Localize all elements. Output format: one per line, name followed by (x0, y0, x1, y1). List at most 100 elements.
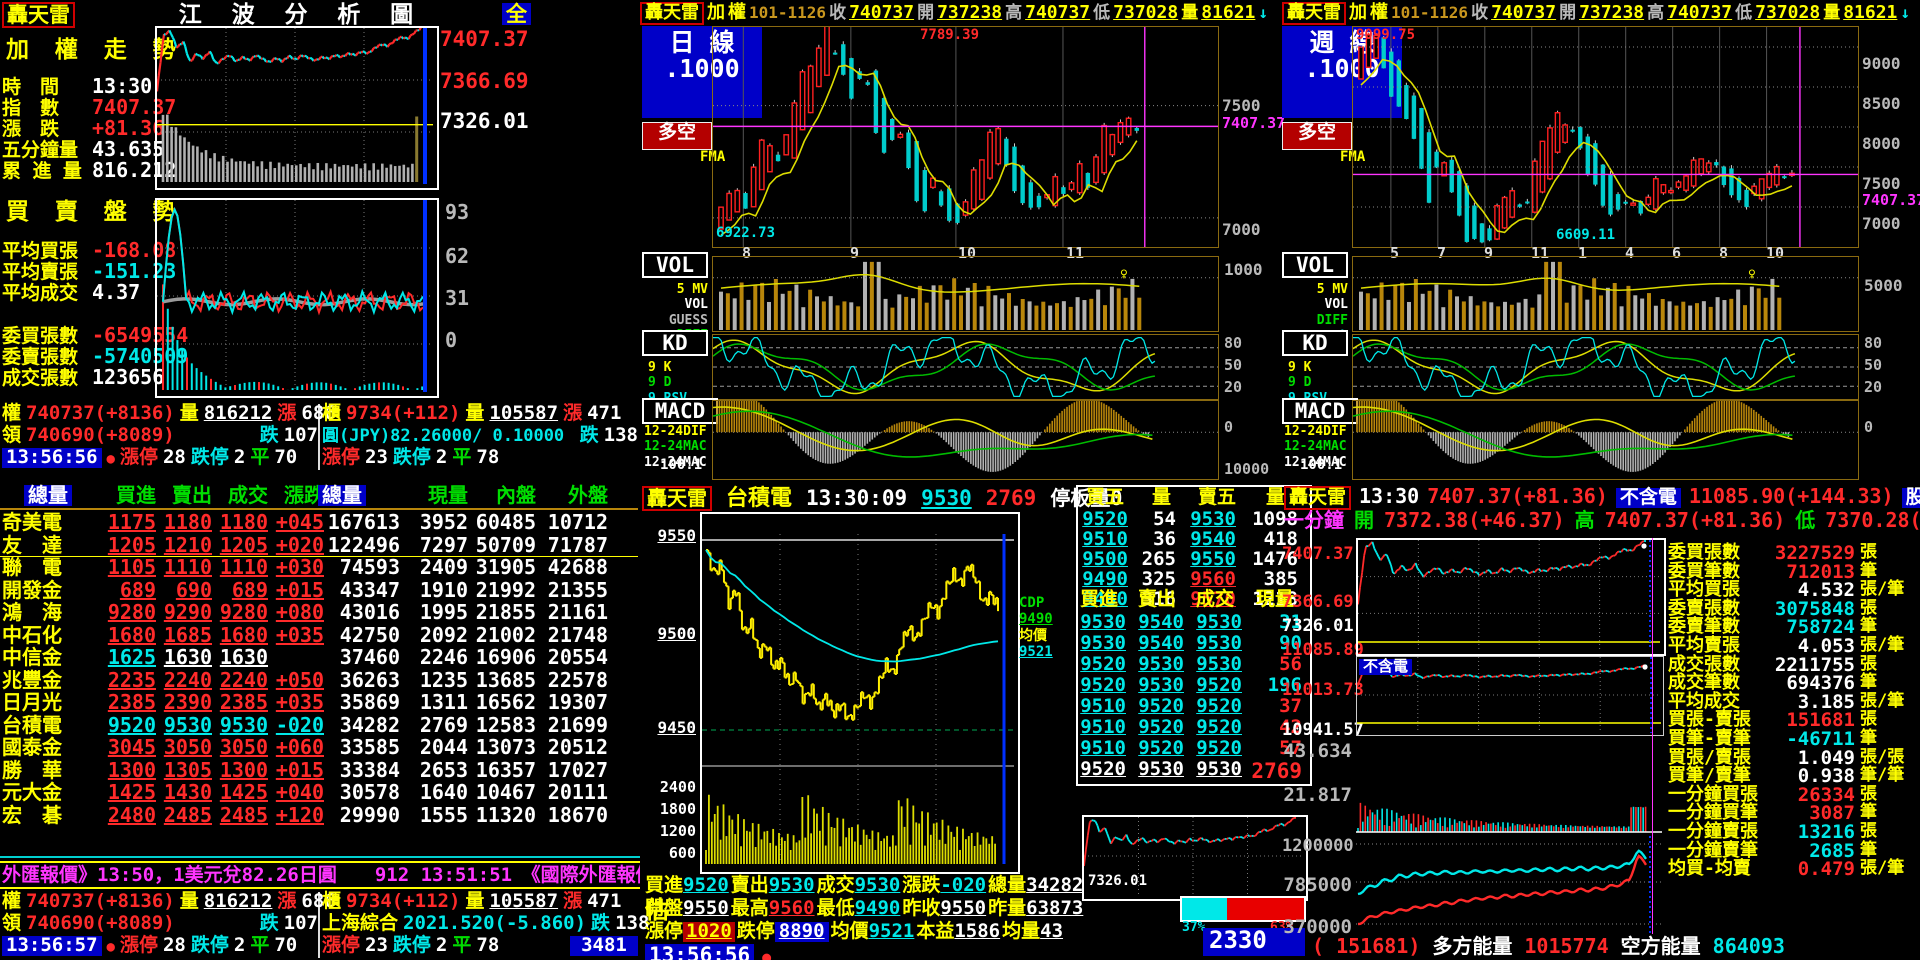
table-row[interactable]: 聯 電 1105 1110 1110 +030 74593 2409 31905 42688 (2, 557, 608, 580)
table-row[interactable]: 國泰金 3045 3050 3050 +060 33585 2044 13073 20512 (2, 737, 608, 760)
fx-note: 圓(JPY)82.26000/ 0.10000 (322, 426, 565, 446)
open-label: 開 (1559, 3, 1577, 23)
rp-axis-label: 1200000 (1282, 836, 1354, 856)
longshort-button[interactable]: 多空 (642, 122, 712, 150)
low-value: 737028 (1755, 2, 1821, 23)
otc-limit-down-label: 跌停 (392, 446, 431, 468)
one-minute-mode[interactable]: 一分鐘 (1284, 508, 1344, 532)
stat-unit: 筆 (1860, 672, 1877, 693)
table-row[interactable]: 元大金 1425 1430 1425 +040 30578 1640 10467 20111 (2, 782, 608, 805)
table-row[interactable]: 日月光 2385 2390 2385 +035 35869 1311 16562 19307 (2, 692, 608, 715)
stat-label: 委買筆數 (1668, 560, 1740, 582)
cell-buy: 9520 (107, 712, 156, 737)
stat-unit: 張/筆 (1860, 858, 1905, 879)
stock-code-input[interactable]: 2330 (1203, 927, 1305, 956)
high-value: 740737 (1025, 2, 1091, 23)
stat-label: 成交張數 (1668, 653, 1740, 675)
lead-value: 740690(+8089) (26, 424, 175, 446)
x-tick: 1 (1578, 244, 1588, 262)
axis-label: 7366.69 (440, 69, 529, 93)
flat-count: 70 (274, 934, 298, 956)
otc-value: 9734(+112) (346, 890, 461, 912)
stat-unit: 筆 (1860, 560, 1877, 581)
stock-name[interactable]: 台積電 (726, 486, 793, 511)
cell-sell: 1685 (163, 622, 212, 647)
cell-sell: 3050 (163, 735, 212, 759)
table-row[interactable]: 奇美電 1175 1180 1180 +045 167613 3952 60485 10712 (2, 512, 608, 535)
cell-total: 30578 (339, 780, 400, 804)
stock-name: 宏 碁 (2, 802, 62, 827)
table-row[interactable]: 開發金 689 690 689 +015 43347 1910 21992 21355 (2, 577, 608, 603)
status-label: 昨量 (988, 897, 1027, 919)
low-label: 低 (1735, 3, 1753, 23)
weekly-vol-panel (1352, 256, 1859, 332)
stock-name: 元大金 (2, 780, 62, 804)
stat-unit: 張 (1860, 821, 1877, 841)
cell-deal: 1680 (219, 622, 268, 647)
vol-panel-title: VOL (642, 252, 708, 279)
bid-qty: 54 (1153, 508, 1176, 530)
close-value: 740737 (849, 2, 915, 23)
otc-vol-label: 量 (465, 890, 485, 912)
cell-deal: 9530 (219, 712, 268, 737)
longshort-button-weekly[interactable]: 多空 (1282, 122, 1352, 150)
bid-price: 9500 (1082, 548, 1128, 570)
idx-value: 740737(+8136) (26, 890, 175, 912)
full-view-badge[interactable]: 全 (502, 3, 531, 25)
status-label: 最低 (816, 897, 855, 919)
table-row[interactable]: 中信金 1625 1630 1630 37460 2246 16906 20554 (2, 647, 608, 670)
vol-label: 量 (179, 890, 199, 912)
idx-value: 740737(+8136) (26, 402, 175, 424)
table-row[interactable]: 鴻 海 9280 9290 9280 +080 43016 1995 21855 21161 (2, 602, 608, 625)
estimate-label: 估 (645, 896, 669, 924)
table-row[interactable]: 中石化 1680 1685 1680 +035 42750 2092 21002 21748 (2, 622, 608, 648)
cell-buy: 1300 (107, 757, 156, 782)
otc-vol-label: 量 (465, 402, 485, 424)
macd-scale: 100:1 (1300, 457, 1343, 473)
tick-buy: 9530 (1080, 611, 1126, 633)
price-axis-label: 8500 (1862, 94, 1901, 113)
bid-price: 9510 (1082, 528, 1128, 550)
cell-chg: +045 (275, 510, 324, 534)
tick-qty: 90 (1279, 632, 1302, 654)
table-row[interactable]: 台積電 9520 9530 9530 -020 34282 2769 12583 21699 (2, 712, 608, 738)
otc-vol-value: 105587 (489, 402, 559, 424)
legend-item: 12-24MAC (644, 454, 707, 470)
rp-exelec-chart: 不含電 (1356, 656, 1664, 736)
high-label: 高 (1005, 3, 1023, 23)
cell-buy: 1680 (107, 622, 156, 647)
stat-unit: 筆 (1860, 616, 1877, 637)
close-value: 740737 (1491, 2, 1557, 23)
axis-label: 62 (445, 244, 470, 268)
marquee-text: 外匯報價》13:50，1美元兌82.26日圓 912 13:51:51 《國際外… (2, 864, 640, 886)
shanghai-label: 上海綜合 (322, 912, 399, 934)
stat-value: 4.532 (1797, 579, 1855, 602)
high-label: 高 (1647, 3, 1665, 23)
period-daily[interactable]: 日 線 (669, 28, 735, 57)
legend-item: 12-24DIF (644, 424, 707, 439)
daily-vol-panel (712, 256, 1219, 332)
limit-down-count: 2 (233, 934, 246, 956)
field-value: 13:30 (92, 74, 153, 98)
axis-label: 20 (1864, 378, 1883, 396)
cell-chg: +040 (275, 780, 324, 804)
rp-energy-chart (1356, 836, 1662, 936)
field-row: 平均成交 4.37 (2, 282, 188, 303)
cell-cur: 2044 (419, 735, 468, 759)
table-row[interactable]: 兆豐金 2235 2240 2240 +050 36263 1235 13685 22578 (2, 667, 608, 693)
cell-sell: 2240 (163, 667, 212, 692)
table-row[interactable]: 宏 碁 2480 2485 2485 +120 29990 1555 11320 18670 (2, 802, 608, 828)
bid-qty: 36 (1153, 528, 1176, 550)
cell-cur: 1910 (419, 577, 468, 602)
cursor-line (0, 556, 638, 557)
stat-unit: 張/張 (1860, 746, 1905, 767)
index-name: 權 (728, 2, 746, 23)
status-label: 昨收 (902, 897, 941, 919)
table-row[interactable]: 勝 華 1300 1305 1300 +015 33384 2653 16357 17027 (2, 757, 608, 783)
limit-up-count: 28 (162, 446, 186, 468)
period-selector[interactable]: 日 線 .1000 (642, 26, 762, 118)
stat-label: 買筆/賣筆 (1668, 765, 1751, 787)
table-row[interactable]: 友 達 1205 1210 1205 +020 122496 7297 50709 71787 (2, 534, 608, 558)
tick-sell: 9520 (1138, 695, 1184, 717)
cell-cur: 2769 (419, 712, 468, 737)
